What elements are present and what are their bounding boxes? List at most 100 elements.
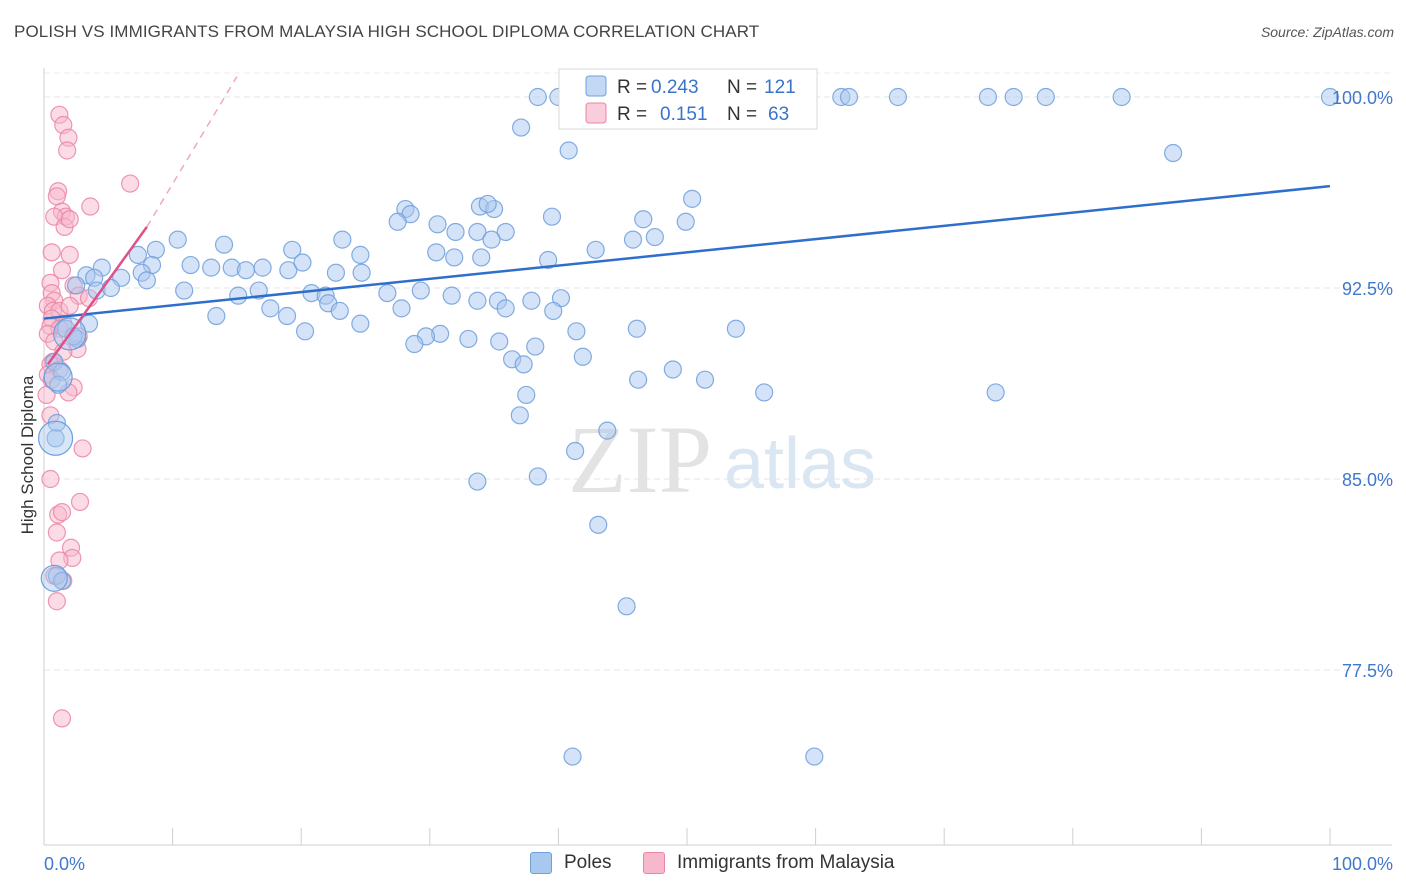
x-tick-label: 0.0%	[44, 854, 85, 874]
poles-point	[146, 240, 165, 259]
poles-point	[405, 334, 424, 354]
poles-point	[623, 230, 643, 249]
poles-point	[645, 227, 664, 247]
legend-swatch-poles	[530, 852, 552, 874]
poles-point-large	[43, 362, 73, 392]
poles-point	[351, 314, 370, 333]
trend-lines	[43, 76, 1331, 366]
y-tick-label: 77.5%	[1342, 661, 1393, 681]
poles-point	[442, 286, 461, 305]
y-tick-label: 85.0%	[1342, 470, 1393, 490]
poles-point	[468, 222, 487, 242]
poles-point	[544, 301, 563, 321]
poles-point	[589, 515, 608, 534]
poles-point	[512, 118, 531, 137]
poles-point	[472, 248, 491, 267]
x-tick-label: 100.0%	[1332, 854, 1393, 874]
poles-point-large	[40, 564, 68, 592]
poles-point	[839, 87, 859, 107]
malaysia-point	[47, 523, 66, 542]
poles-point	[805, 747, 824, 766]
legend-swatch-malaysia	[643, 852, 665, 874]
poles-point	[427, 243, 446, 262]
legend-item-poles[interactable]: Poles	[530, 852, 612, 874]
poles-point	[517, 385, 536, 405]
poles-point	[378, 283, 397, 303]
poles-point	[236, 261, 256, 280]
poles-point	[330, 301, 349, 321]
poles-point	[446, 222, 465, 242]
legend-n-value-malaysia: 63	[768, 104, 789, 125]
legend-r-label: R =	[617, 104, 647, 125]
series-legend: Poles Immigrants from Malaysia	[0, 848, 1406, 880]
malaysia-point	[58, 141, 77, 160]
grid-lines	[44, 72, 1392, 671]
poles-point	[229, 286, 248, 305]
poles-point	[478, 194, 497, 214]
poles-point	[253, 258, 272, 277]
poles-point	[468, 291, 487, 310]
legend-n-label: N =	[727, 77, 757, 98]
poles-point	[695, 370, 715, 389]
y-tick-labels: 77.5% 85.0% 92.5% 100.0%	[1332, 88, 1393, 681]
poles-point	[388, 212, 407, 231]
poles-point	[295, 322, 315, 341]
poles-trend-line	[43, 184, 1331, 320]
poles-point	[293, 253, 312, 272]
poles-point	[168, 230, 187, 249]
malaysia-point	[121, 174, 140, 193]
poles-point	[283, 240, 302, 259]
poles-point	[459, 329, 478, 349]
poles-point	[617, 597, 636, 616]
poles-point	[175, 281, 194, 300]
watermark-atlas: atlas	[724, 424, 876, 504]
poles-point	[67, 276, 86, 295]
poles-point	[181, 255, 200, 275]
poles-point	[326, 263, 346, 282]
poles-point	[627, 319, 646, 338]
poles-point	[567, 322, 586, 341]
poles-point	[978, 87, 998, 107]
legend-item-malaysia[interactable]: Immigrants from Malaysia	[643, 852, 895, 874]
poles-point	[559, 141, 578, 160]
poles-point	[676, 212, 695, 231]
poles-point	[539, 250, 558, 270]
poles-point	[755, 383, 774, 402]
malaysia-point	[60, 245, 79, 264]
poles-point	[351, 245, 370, 264]
legend-r-value-poles: 0.243	[651, 77, 699, 98]
legend-n-label: N =	[727, 104, 757, 125]
source-label: Source: ZipAtlas.com	[1260, 24, 1394, 40]
poles-point	[510, 406, 529, 425]
poles-point	[411, 281, 430, 300]
poles-point	[101, 278, 120, 298]
poles-point	[528, 87, 547, 107]
y-tick-label: 92.5%	[1342, 279, 1393, 299]
poles-point	[468, 472, 487, 491]
poles-point	[352, 263, 371, 282]
poles-point	[49, 375, 68, 394]
poles-point	[566, 441, 585, 461]
poles-point	[445, 248, 464, 267]
malaysia-trend-line	[46, 226, 148, 366]
poles-point	[137, 271, 156, 290]
poles-point	[573, 347, 592, 366]
poles-point	[563, 747, 582, 766]
poles-point	[277, 306, 297, 326]
x-tick-labels: 0.0% 100.0%	[44, 854, 1393, 874]
malaysia-point	[52, 503, 72, 522]
poles-point	[629, 370, 648, 389]
poles-point	[214, 235, 234, 254]
poles-point	[683, 189, 702, 208]
poles-point	[726, 319, 745, 338]
legend-swatch-malaysia	[585, 102, 607, 124]
poles-point	[392, 299, 411, 318]
malaysia-point	[60, 296, 79, 315]
poles-point	[496, 299, 515, 318]
poles-point	[128, 245, 147, 264]
malaysia-point	[42, 243, 61, 262]
series-poles-points	[37, 87, 1340, 766]
chart-title: POLISH VS IMMIGRANTS FROM MALAYSIA HIGH …	[14, 22, 760, 41]
poles-point	[333, 230, 352, 249]
poles-point	[586, 240, 605, 259]
